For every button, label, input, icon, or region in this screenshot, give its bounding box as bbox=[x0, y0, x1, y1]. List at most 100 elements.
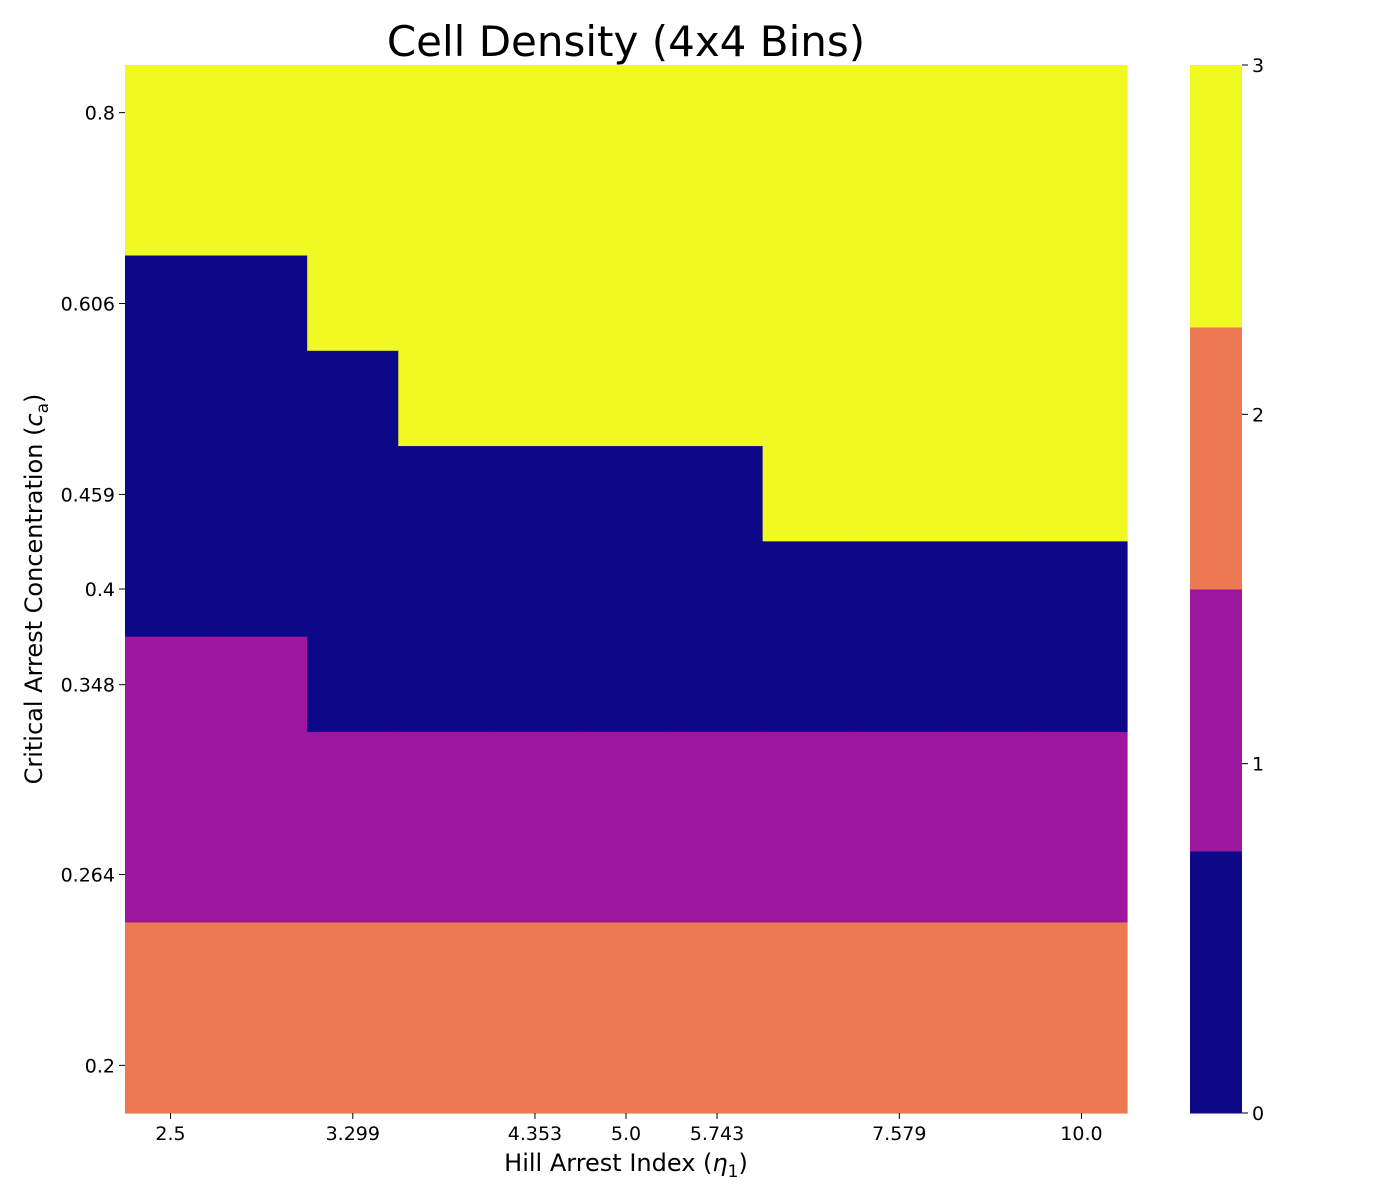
heatmap-cell bbox=[216, 541, 308, 638]
heatmap-cell bbox=[853, 65, 946, 161]
heatmap-cell bbox=[1035, 160, 1128, 257]
heatmap-cell bbox=[125, 731, 217, 828]
heatmap-cell bbox=[762, 255, 855, 352]
heatmap-cell bbox=[125, 541, 217, 638]
heatmap-cell bbox=[216, 731, 308, 828]
heatmap-cell bbox=[944, 827, 1037, 924]
heatmap-cell bbox=[489, 922, 582, 1019]
heatmap-cell bbox=[398, 636, 490, 733]
heatmap-cell bbox=[489, 827, 582, 924]
heatmap-cell bbox=[398, 827, 490, 924]
y-tick-label: 0.8 bbox=[85, 103, 115, 125]
x-tick-label: 3.299 bbox=[326, 1123, 380, 1145]
heatmap-cell bbox=[853, 1017, 946, 1114]
y-tick-label: 0.2 bbox=[85, 1055, 115, 1077]
heatmap-cell bbox=[853, 255, 946, 352]
heatmap-cell bbox=[398, 350, 490, 447]
heatmap-cell bbox=[944, 1017, 1037, 1114]
heatmap-cell bbox=[1035, 65, 1128, 161]
colorbar-segment bbox=[1190, 65, 1242, 328]
heatmap-cell bbox=[216, 922, 308, 1019]
heatmap-cell bbox=[853, 636, 946, 733]
heatmap-cell bbox=[216, 160, 308, 257]
heatmap-cell bbox=[1035, 731, 1128, 828]
colorbar-segment bbox=[1190, 851, 1242, 1114]
heatmap-cell bbox=[671, 255, 764, 352]
heatmap-cell bbox=[944, 446, 1037, 542]
heatmap-cell bbox=[580, 446, 673, 542]
heatmap-cell bbox=[489, 350, 582, 447]
heatmap-cell bbox=[216, 350, 308, 447]
heatmap-cell bbox=[580, 65, 673, 161]
heatmap-cell bbox=[125, 1017, 217, 1114]
heatmap-cell bbox=[307, 731, 399, 828]
heatmap-cell bbox=[671, 827, 764, 924]
heatmap-cell bbox=[125, 160, 217, 257]
heatmap-cell bbox=[853, 541, 946, 638]
heatmap-cell bbox=[853, 350, 946, 447]
heatmap-cell bbox=[580, 255, 673, 352]
y-tick-label: 0.264 bbox=[61, 865, 115, 887]
heatmap-cell bbox=[762, 350, 855, 447]
heatmap-cell bbox=[853, 922, 946, 1019]
heatmap-cell bbox=[398, 541, 490, 638]
heatmap-cell bbox=[1035, 350, 1128, 447]
heatmap-cell bbox=[125, 350, 217, 447]
y-tick-label: 0.348 bbox=[61, 675, 115, 697]
heatmap-cell bbox=[580, 350, 673, 447]
colorbar-segment bbox=[1190, 327, 1242, 590]
heatmap-cell bbox=[398, 446, 490, 542]
heatmap-cell bbox=[671, 350, 764, 447]
heatmap-cell bbox=[125, 65, 217, 161]
heatmap-cell bbox=[671, 541, 764, 638]
x-tick-label: 5.743 bbox=[690, 1123, 744, 1145]
heatmap-cell bbox=[944, 731, 1037, 828]
x-tick-label: 10.0 bbox=[1060, 1123, 1102, 1145]
heatmap-cell bbox=[307, 922, 399, 1019]
heatmap-cell bbox=[489, 160, 582, 257]
colorbar: 0 1 2 3 bbox=[1190, 55, 1264, 1125]
heatmap-cell bbox=[671, 1017, 764, 1114]
heatmap-cell bbox=[853, 160, 946, 257]
heatmap-cell bbox=[489, 636, 582, 733]
heatmap-cell bbox=[489, 255, 582, 352]
heatmap-cell bbox=[944, 160, 1037, 257]
heatmap-cell bbox=[489, 541, 582, 638]
heatmap-cell bbox=[580, 827, 673, 924]
heatmap-cell bbox=[307, 1017, 399, 1114]
x-axis: 2.5 3.299 4.353 5.0 5.743 7.579 10.0 bbox=[155, 1113, 1103, 1145]
heatmap-cell bbox=[671, 731, 764, 828]
heatmap-cell bbox=[671, 446, 764, 542]
heatmap-cell bbox=[944, 350, 1037, 447]
heatmap-cell bbox=[671, 636, 764, 733]
heatmap-cell bbox=[762, 636, 855, 733]
heatmap-cell bbox=[125, 636, 217, 733]
colorbar-tick-label: 1 bbox=[1252, 754, 1264, 776]
heatmap-cell bbox=[853, 827, 946, 924]
heatmap-cell bbox=[762, 446, 855, 542]
heatmap-cell bbox=[216, 65, 308, 161]
heatmap-cell bbox=[671, 922, 764, 1019]
heatmap-cell bbox=[489, 1017, 582, 1114]
heatmap-cell bbox=[853, 446, 946, 542]
heatmap-cell bbox=[1035, 541, 1128, 638]
heatmap-cell bbox=[762, 731, 855, 828]
heatmap-cell bbox=[125, 446, 217, 542]
x-tick-label: 4.353 bbox=[508, 1123, 562, 1145]
heatmap-cell bbox=[216, 446, 308, 542]
y-tick-label: 0.4 bbox=[85, 579, 115, 601]
heatmap-cell bbox=[944, 65, 1037, 161]
heatmap-cell bbox=[489, 65, 582, 161]
x-axis-label: Hill Arrest Index (η1) bbox=[504, 1149, 748, 1182]
x-tick-label: 2.5 bbox=[155, 1123, 185, 1145]
colorbar-tick-label: 2 bbox=[1252, 404, 1264, 426]
heatmap-cell bbox=[398, 160, 490, 257]
heatmap-cell bbox=[216, 1017, 308, 1114]
heatmap-cell bbox=[944, 255, 1037, 352]
heatmap-cell bbox=[580, 160, 673, 257]
heatmap-cell bbox=[944, 541, 1037, 638]
heatmap-cell bbox=[762, 922, 855, 1019]
heatmap-cell bbox=[307, 827, 399, 924]
x-tick-label: 7.579 bbox=[872, 1123, 926, 1145]
